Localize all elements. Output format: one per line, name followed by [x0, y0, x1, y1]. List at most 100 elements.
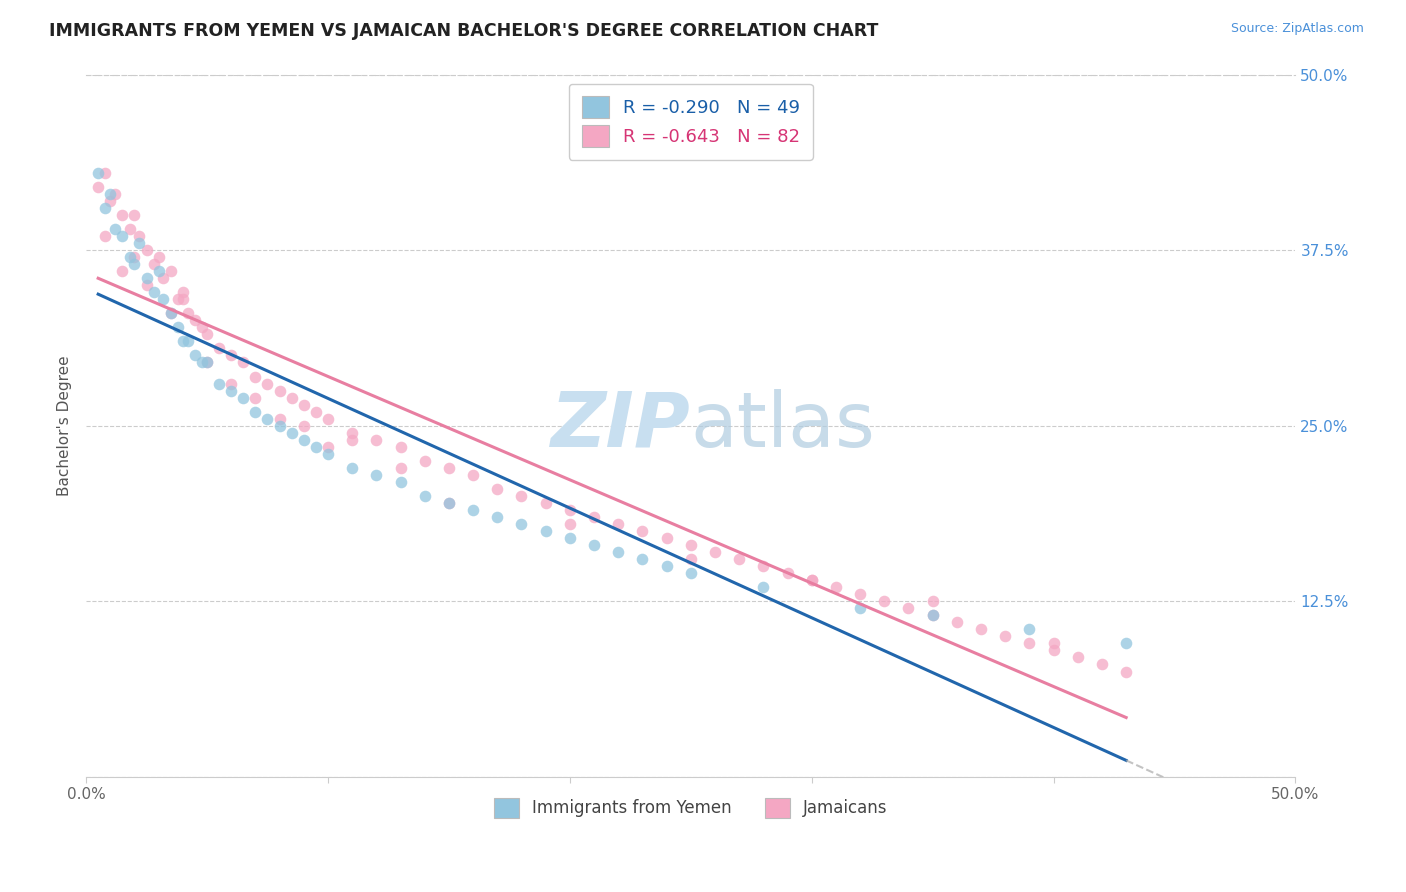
Point [104, 222, 127, 236]
Point [437, 460, 460, 475]
Point [994, 629, 1017, 643]
Point [534, 496, 557, 510]
Point [461, 503, 484, 517]
Point [191, 355, 214, 369]
Point [219, 376, 242, 391]
Point [921, 608, 943, 623]
Point [340, 460, 363, 475]
Text: ZIP: ZIP [551, 389, 690, 463]
Point [582, 538, 605, 552]
Point [245, 369, 267, 384]
Point [582, 510, 605, 524]
Point [897, 601, 920, 615]
Point [534, 524, 557, 538]
Point [142, 285, 165, 300]
Point [752, 580, 775, 594]
Point [679, 538, 702, 552]
Point [142, 257, 165, 271]
Point [280, 391, 302, 405]
Point [558, 531, 581, 545]
Point [135, 278, 157, 293]
Point [655, 531, 678, 545]
Point [135, 243, 157, 257]
Point [219, 348, 242, 362]
Point [631, 552, 654, 566]
Point [340, 433, 363, 447]
Point [607, 545, 630, 559]
Point [316, 411, 339, 425]
Point [366, 433, 388, 447]
Point [389, 460, 412, 475]
Point [232, 355, 254, 369]
Point [176, 334, 198, 349]
Point [152, 293, 174, 307]
Point [245, 391, 267, 405]
Point [946, 615, 969, 630]
Point [316, 447, 339, 461]
Point [558, 516, 581, 531]
Point [256, 411, 278, 425]
Point [849, 587, 872, 601]
Point [172, 293, 194, 307]
Point [148, 264, 170, 278]
Point [305, 440, 328, 454]
Point [128, 236, 150, 251]
Y-axis label: Bachelor's Degree: Bachelor's Degree [58, 355, 72, 496]
Point [1115, 665, 1137, 679]
Point [437, 496, 460, 510]
Point [159, 306, 181, 320]
Point [195, 327, 218, 342]
Point [232, 391, 254, 405]
Point [655, 559, 678, 574]
Point [87, 166, 110, 180]
Point [305, 404, 328, 418]
Point [195, 355, 218, 369]
Point [728, 552, 751, 566]
Point [413, 489, 436, 503]
Point [184, 348, 207, 362]
Legend: Immigrants from Yemen, Jamaicans: Immigrants from Yemen, Jamaicans [486, 791, 894, 825]
Point [191, 320, 214, 334]
Point [159, 264, 181, 278]
Point [104, 186, 127, 201]
Point [510, 516, 533, 531]
Point [849, 601, 872, 615]
Point [87, 180, 110, 194]
Point [98, 194, 121, 208]
Point [292, 433, 315, 447]
Point [208, 342, 231, 356]
Point [1042, 643, 1064, 657]
Point [118, 222, 141, 236]
Point [776, 566, 799, 581]
Point [172, 285, 194, 300]
Point [389, 440, 412, 454]
Point [437, 496, 460, 510]
Point [128, 229, 150, 244]
Point [1115, 636, 1137, 650]
Point [825, 580, 848, 594]
Point [208, 376, 231, 391]
Point [280, 425, 302, 440]
Point [921, 608, 943, 623]
Point [148, 250, 170, 264]
Point [1018, 636, 1040, 650]
Point [98, 186, 121, 201]
Point [195, 355, 218, 369]
Point [1042, 636, 1064, 650]
Point [269, 411, 291, 425]
Point [752, 559, 775, 574]
Point [94, 166, 117, 180]
Point [800, 573, 823, 587]
Point [873, 594, 896, 608]
Point [1091, 657, 1114, 672]
Text: atlas: atlas [690, 389, 876, 463]
Point [461, 467, 484, 482]
Point [292, 398, 315, 412]
Point [176, 306, 198, 320]
Point [366, 467, 388, 482]
Point [111, 264, 134, 278]
Point [245, 404, 267, 418]
Point [159, 306, 181, 320]
Point [172, 334, 194, 349]
Point [486, 510, 509, 524]
